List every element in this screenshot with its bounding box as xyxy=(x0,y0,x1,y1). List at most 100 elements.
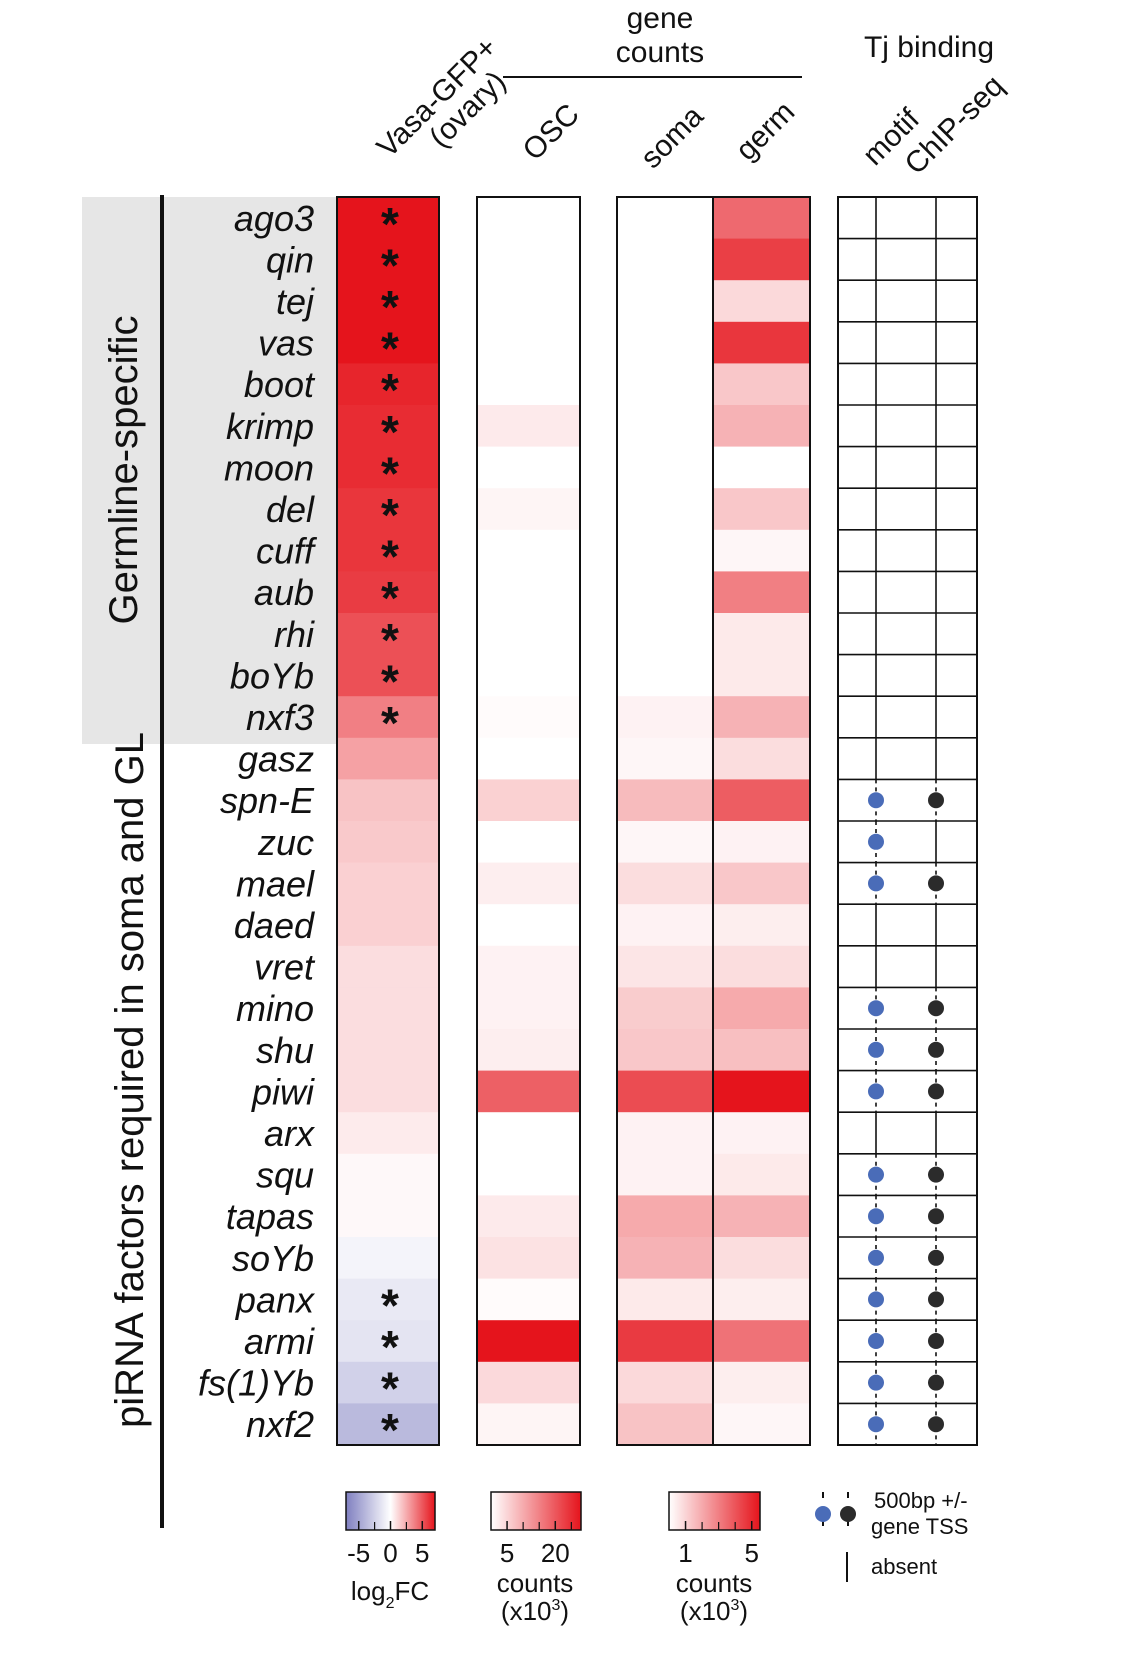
vasa-cell xyxy=(337,363,439,406)
soma-germ-legend-title: counts xyxy=(676,1568,753,1598)
germ-cell xyxy=(713,696,810,739)
germ-cell xyxy=(713,904,810,947)
osc-cell xyxy=(477,1153,580,1196)
osc-cell xyxy=(477,987,580,1030)
soma-cell xyxy=(617,446,713,489)
vasa-cell xyxy=(337,1070,439,1113)
osc-cell xyxy=(477,321,580,364)
gene-label: daed xyxy=(234,905,315,946)
gene-label: gasz xyxy=(238,739,314,780)
osc-cell xyxy=(477,1070,580,1113)
osc-cell xyxy=(477,405,580,448)
soma-cell xyxy=(617,1320,713,1363)
vasa-cell xyxy=(337,1195,439,1238)
tj-binding-grid xyxy=(837,196,978,1446)
gene-label: krimp xyxy=(226,406,314,447)
tj-legend-dots-label-1: 500bp +/- xyxy=(874,1488,968,1513)
log2fc-ticks: -5 0 5 xyxy=(347,1521,430,1568)
vasa-cell xyxy=(337,1403,439,1446)
soma-cell xyxy=(617,737,713,780)
vasa-cell xyxy=(337,987,439,1030)
gene-label: nxf2 xyxy=(246,1404,314,1445)
significance-star: * xyxy=(381,697,399,749)
tj-motif-dot xyxy=(868,833,884,850)
germ-cell xyxy=(713,197,810,240)
legend-tick-label: 1 xyxy=(678,1538,692,1568)
osc-legend-unit: (x103) xyxy=(501,1596,569,1626)
tj-legend-absent-label: absent xyxy=(871,1554,937,1579)
osc-cell xyxy=(477,904,580,947)
osc-cell xyxy=(477,1278,580,1321)
germ-cell xyxy=(713,1029,810,1072)
soma-cell xyxy=(617,1029,713,1072)
germ-cell xyxy=(713,821,810,864)
osc-colorbar xyxy=(490,1491,582,1531)
germ-cell xyxy=(713,654,810,697)
osc-cell xyxy=(477,1112,580,1155)
legend-tick-label: -5 xyxy=(347,1538,370,1568)
osc-cell xyxy=(477,1237,580,1280)
osc-border xyxy=(476,196,581,1446)
vasa-cell xyxy=(337,696,439,739)
gene-label: soYb xyxy=(232,1238,314,1279)
germ-cell xyxy=(713,987,810,1030)
soma-cell xyxy=(617,197,713,240)
gene-label: rhi xyxy=(274,614,315,655)
significance-star: * xyxy=(381,489,399,541)
vasa-cell xyxy=(337,280,439,323)
germ-cell xyxy=(713,1112,810,1155)
significance-star: * xyxy=(381,531,399,583)
osc-cell xyxy=(477,1029,580,1072)
tj-motif-dot xyxy=(868,1083,884,1100)
germ-cell xyxy=(713,529,810,572)
vasa-cell xyxy=(337,821,439,864)
tj-legend-chip-dot xyxy=(840,1506,856,1522)
vasa-cell xyxy=(337,446,439,489)
osc-cell xyxy=(477,197,580,240)
soma-cell xyxy=(617,654,713,697)
soma-cell xyxy=(617,321,713,364)
soma-cell xyxy=(617,363,713,406)
vasa-cell xyxy=(337,1278,439,1321)
vasa-column-header: Vasa-GFP+ (ovary) xyxy=(371,31,513,164)
tj-chipseq-dot xyxy=(928,1166,944,1183)
tj-chipseq-dot xyxy=(928,1291,944,1308)
tj-motif-dot xyxy=(868,1291,884,1308)
osc-cell xyxy=(477,446,580,489)
gene-label: moon xyxy=(224,447,314,488)
tj-motif-dot xyxy=(868,1041,884,1058)
soma-heatmap-column xyxy=(616,196,714,1446)
significance-star: * xyxy=(381,655,399,707)
gene-label: fs(1)Yb xyxy=(198,1363,314,1404)
germ-cell xyxy=(713,1195,810,1238)
osc-cell xyxy=(477,280,580,323)
gene-label: panx xyxy=(235,1279,316,1320)
vasa-heatmap-column: ***************** xyxy=(336,196,440,1456)
vasa-cell xyxy=(337,529,439,572)
tj-motif-dot xyxy=(868,792,884,809)
germ-cell xyxy=(713,363,810,406)
germ-cell xyxy=(713,613,810,656)
gene-label: squ xyxy=(256,1155,314,1196)
osc-cell xyxy=(477,363,580,406)
germ-cell xyxy=(713,779,810,822)
germ-cell xyxy=(713,405,810,448)
gene-label: zuc xyxy=(257,822,314,863)
osc-cell xyxy=(477,571,580,614)
tj-chipseq-dot xyxy=(928,792,944,809)
vasa-cell xyxy=(337,613,439,656)
gene-label: tej xyxy=(276,281,315,322)
vasa-cell xyxy=(337,197,439,240)
gene-label: cuff xyxy=(256,531,318,572)
osc-heatmap-column xyxy=(476,196,581,1446)
tj-chipseq-dot xyxy=(928,1374,944,1391)
tj-legend-motif-dot xyxy=(815,1506,831,1522)
gene-label: boot xyxy=(244,364,316,405)
gene-label: mino xyxy=(236,988,314,1029)
vasa-cell xyxy=(337,238,439,281)
soma-cell xyxy=(617,987,713,1030)
osc-cell xyxy=(477,945,580,988)
osc-cell xyxy=(477,488,580,531)
gene-label: shu xyxy=(256,1030,314,1071)
log2fc-title: log2FC xyxy=(351,1576,429,1612)
